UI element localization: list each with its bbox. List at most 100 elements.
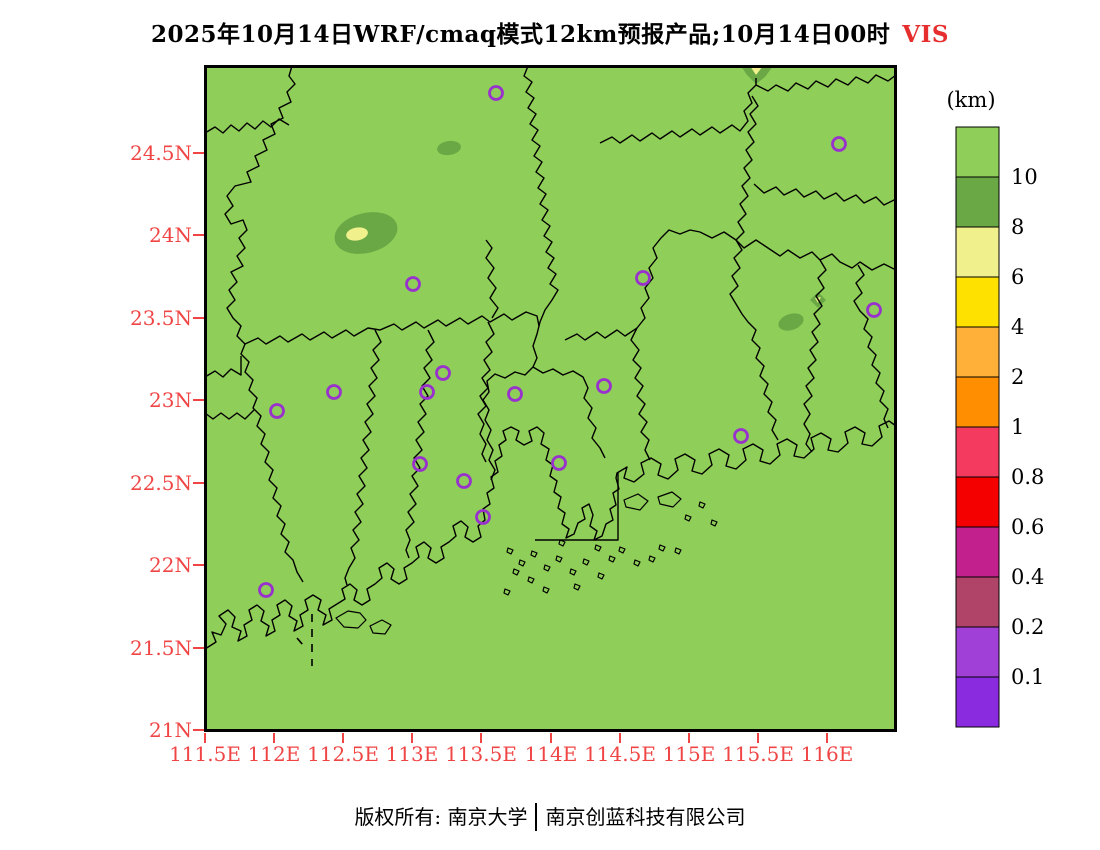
lat-tick-mark: [193, 482, 204, 484]
lon-tick-mark: [619, 733, 621, 743]
lat-tick-label: 21N: [149, 718, 192, 742]
lat-tick-mark: [193, 647, 204, 649]
lon-tick-label: 114E: [524, 742, 578, 766]
lon-tick-mark: [273, 733, 275, 743]
station-circle-marker: [635, 270, 651, 286]
visibility-patch-8-10: [741, 66, 773, 84]
station-circle-marker: [551, 455, 567, 471]
station-circle-marker: [412, 456, 428, 472]
colorbar-tick-label: 8: [1011, 215, 1024, 239]
map-border: [204, 65, 897, 732]
colorbar-tick-label: 0.6: [1011, 515, 1044, 539]
coastline: [204, 420, 897, 650]
islands: [335, 491, 718, 635]
lat-tick-label: 21.5N: [129, 636, 192, 660]
visibility-patch-8-10: [437, 140, 461, 156]
lon-tick-mark: [204, 733, 206, 743]
lon-tick-mark: [688, 733, 690, 743]
colorbar-tick-label: 6: [1011, 265, 1024, 289]
colorbar-cell: [955, 626, 1000, 678]
lon-tick-mark: [550, 733, 552, 743]
lat-tick-label: 22N: [149, 553, 192, 577]
station-circle-marker: [419, 384, 435, 400]
map-sea-land-fill: [205, 66, 896, 731]
station-circle-marker: [507, 386, 523, 402]
copyright-right: 南京创蓝科技有限公司: [545, 805, 746, 829]
lat-tick-label: 22.5N: [129, 471, 192, 495]
lat-tick-label: 23N: [149, 388, 192, 412]
station-circle-marker: [435, 365, 451, 381]
station-circle-marker: [596, 378, 612, 394]
colorbar-cell: [955, 226, 1000, 278]
visibility-contour-patches: [334, 66, 826, 331]
lat-tick-label: 24N: [149, 223, 192, 247]
colorbar-tick-label: 10: [1011, 165, 1038, 189]
colorbar-cell: [955, 476, 1000, 528]
lon-tick-label: 115E: [662, 742, 716, 766]
colorbar-tick-label: 4: [1011, 315, 1024, 339]
lat-tick-mark: [193, 234, 204, 236]
colorbar-legend: 10 8 6 4 2 1 0.8 0.6 0.4 0.2 0.1: [955, 126, 1044, 728]
colorbar-tick-label: 0.4: [1011, 565, 1044, 589]
colorbar-cell: [955, 326, 1000, 378]
colorbar-cell: [955, 526, 1000, 578]
lon-tick-label: 115.5E: [722, 742, 794, 766]
lat-tick-mark: [193, 317, 204, 319]
visibility-patch-6-8: [750, 66, 763, 75]
lat-tick-label: 24.5N: [129, 141, 192, 165]
station-circle-marker: [269, 403, 285, 419]
station-circle-marker: [456, 473, 472, 489]
lon-tick-label: 113E: [385, 742, 439, 766]
colorbar-tick-label: 1: [1011, 415, 1024, 439]
visibility-patch-6-8: [346, 227, 368, 241]
visibility-patch-8-10: [778, 313, 804, 331]
colorbar-cell: [955, 426, 1000, 478]
hk-waters-box: [535, 473, 619, 541]
lon-tick-label: 112.5E: [307, 742, 379, 766]
lon-tick-mark: [342, 733, 344, 743]
colorbar-tick-label: 0.2: [1011, 615, 1044, 639]
station-circle-marker: [488, 85, 504, 101]
station-circle-marker: [326, 384, 342, 400]
colorbar-cell: [955, 276, 1000, 328]
copyright-footer: 版权所有: 南京大学 南京创蓝科技有限公司: [0, 801, 1100, 831]
colorbar-unit-label: (km): [946, 88, 996, 112]
colorbar-cell: [955, 176, 1000, 228]
lon-tick-label: 113.5E: [445, 742, 517, 766]
lon-tick-label: 114.5E: [584, 742, 656, 766]
station-circle-marker: [258, 582, 274, 598]
lon-tick-label: 112E: [247, 742, 301, 766]
colorbar-cell: [955, 576, 1000, 628]
lat-tick-label: 23.5N: [129, 306, 192, 330]
colorbar-tick-label: 0.1: [1011, 665, 1044, 689]
colorbar-tick-label: 0.8: [1011, 465, 1044, 489]
station-markers: [258, 85, 882, 598]
county-boundaries: [204, 65, 897, 666]
station-circle-marker: [405, 276, 421, 292]
colorbar-cell: [955, 126, 1000, 178]
colorbar-cell: [955, 676, 1000, 728]
title-text: 2025年10月14日WRF/cmaq模式12km预报产品;10月14日00时: [150, 21, 891, 48]
lon-tick-mark: [757, 733, 759, 743]
lon-tick-mark: [480, 733, 482, 743]
station-circle-marker: [866, 302, 882, 318]
copyright-left: 版权所有: 南京大学: [354, 805, 528, 829]
lon-tick-label: 116E: [800, 742, 854, 766]
lat-tick-mark: [193, 152, 204, 154]
station-circle-marker: [733, 428, 749, 444]
lat-tick-mark: [193, 729, 204, 731]
lon-tick-mark: [411, 733, 413, 743]
station-circle-marker: [475, 509, 491, 525]
station-circle-marker: [831, 136, 847, 152]
lat-tick-mark: [193, 564, 204, 566]
colorbar-cell: [955, 376, 1000, 428]
lat-tick-mark: [193, 399, 204, 401]
title-variable-vis: VIS: [902, 21, 950, 48]
footer-separator: [534, 803, 537, 831]
lon-tick-label: 111.5E: [169, 742, 241, 766]
forecast-map: [204, 65, 897, 732]
lon-tick-mark: [826, 733, 828, 743]
page-title: 2025年10月14日WRF/cmaq模式12km预报产品;10月14日00时 V…: [0, 15, 1100, 49]
colorbar-tick-label: 2: [1011, 365, 1024, 389]
